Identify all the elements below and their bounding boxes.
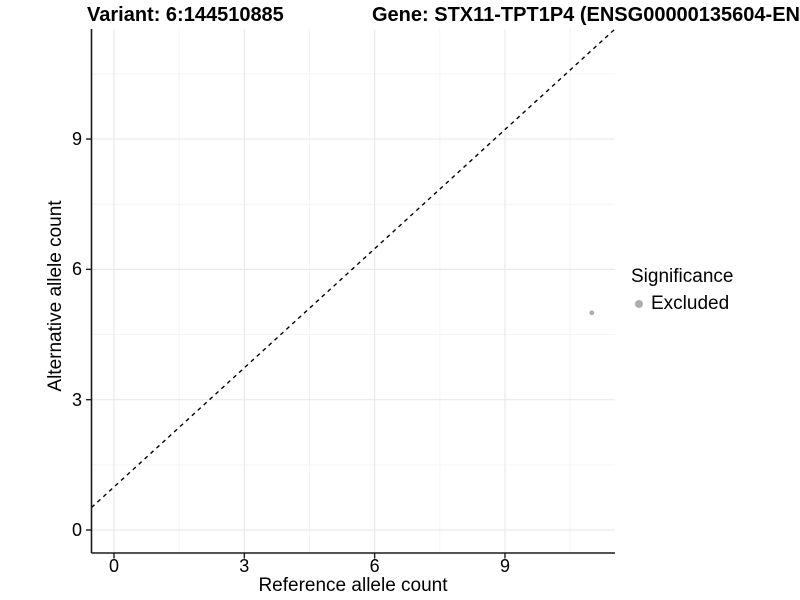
identity-reference-line bbox=[91, 28, 616, 509]
y-tick-label: 9 bbox=[71, 129, 82, 150]
legend-item-label: Excluded bbox=[651, 293, 730, 314]
y-tick-label: 3 bbox=[71, 389, 82, 410]
plot-title-gene: Gene: STX11-TPT1P4 (ENSG00000135604-EN bbox=[372, 4, 800, 26]
x-tick-label: 3 bbox=[239, 556, 250, 576]
x-tick-label: 9 bbox=[499, 556, 510, 576]
legend: Significance Excluded bbox=[631, 265, 733, 315]
y-tick-label: 6 bbox=[71, 259, 82, 280]
y-tick-label: 0 bbox=[71, 520, 82, 540]
x-axis-title: Reference allele count bbox=[258, 575, 448, 596]
legend-item-excluded: Excluded bbox=[631, 293, 733, 315]
x-tick-label: 6 bbox=[369, 556, 380, 576]
y-axis-title: Alternative allele count bbox=[45, 200, 66, 392]
dot-icon bbox=[635, 300, 643, 308]
plot-title-variant: Variant: 6:144510885 bbox=[87, 4, 284, 26]
legend-title: Significance bbox=[631, 266, 734, 287]
data-point bbox=[589, 310, 595, 316]
x-tick-label: 0 bbox=[108, 556, 120, 576]
